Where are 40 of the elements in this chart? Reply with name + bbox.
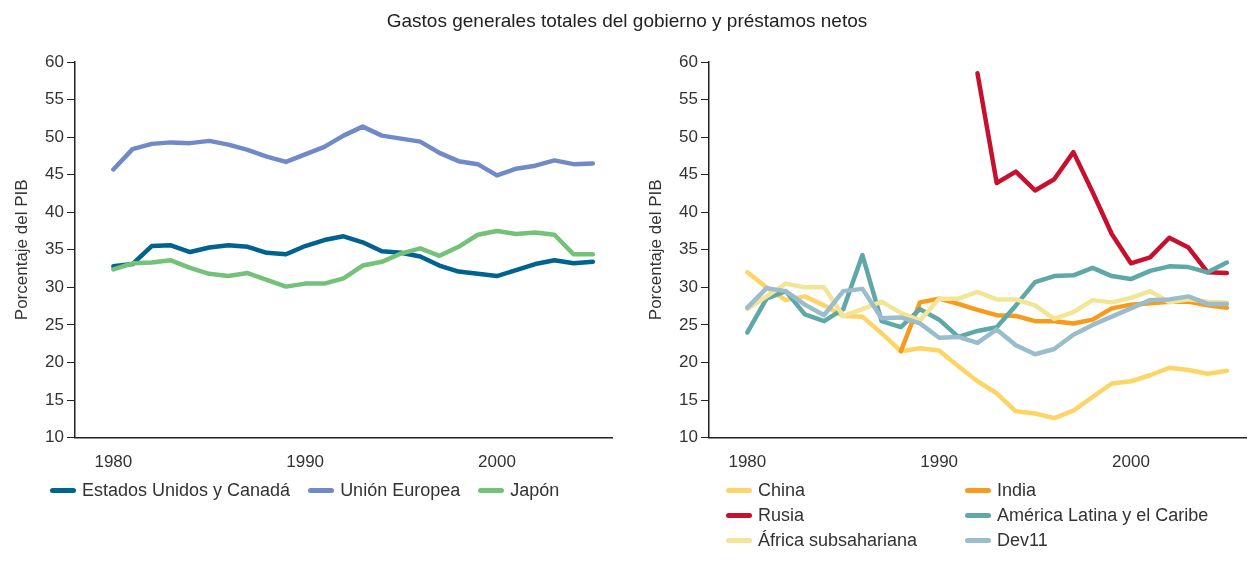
y-axis-title: Porcentaje del PIB	[11, 179, 31, 321]
y-tick-label: 50	[45, 126, 64, 146]
legend-label: India	[997, 480, 1037, 501]
y-tick-label: 15	[679, 389, 698, 409]
legend-label: China	[758, 480, 806, 501]
y-tick-label: 45	[679, 164, 698, 184]
legend-label: Dev11	[997, 530, 1048, 551]
x-tick-label: 1990	[286, 452, 325, 472]
y-tick-label: 55	[679, 89, 698, 109]
y-tick-label: 45	[45, 164, 64, 184]
y-tick-label: 35	[679, 239, 698, 259]
y-tick-label: 15	[45, 389, 64, 409]
legend-label: Rusia	[758, 505, 805, 526]
y-tick-label: 35	[45, 239, 64, 259]
y-tick-label: 30	[679, 277, 698, 297]
x-tick-label: 1990	[920, 452, 959, 472]
chart-title: Gastos generales totales del gobierno y préstamos netos	[385, 10, 869, 33]
x-tick-label: 2000	[1112, 452, 1150, 472]
legend-label: Unión Europea	[340, 480, 461, 501]
y-tick-label: 10	[679, 427, 698, 447]
legend-label: África subsahariana	[758, 530, 918, 551]
legend-label: Estados Unidos y Canadá	[82, 480, 291, 501]
y-tick-label: 40	[45, 201, 64, 221]
y-tick-label: 40	[679, 201, 698, 221]
x-tick-label: 1980	[728, 452, 767, 472]
y-tick-label: 25	[45, 314, 64, 334]
y-tick-label: 60	[679, 51, 698, 71]
y-tick-label: 10	[45, 427, 64, 447]
y-tick-label: 25	[679, 314, 698, 334]
y-tick-label: 20	[679, 352, 698, 372]
x-tick-label: 1980	[94, 452, 133, 472]
y-axis-title: Porcentaje del PIB	[645, 179, 665, 321]
y-tick-label: 55	[45, 89, 64, 109]
y-tick-label: 30	[45, 277, 64, 297]
y-tick-label: 50	[679, 126, 698, 146]
y-tick-label: 60	[45, 51, 64, 71]
x-tick-label: 2000	[478, 452, 516, 472]
legend-label: Japón	[510, 480, 560, 501]
legend-label: América Latina y el Caribe	[997, 505, 1209, 526]
y-tick-label: 20	[45, 352, 64, 372]
